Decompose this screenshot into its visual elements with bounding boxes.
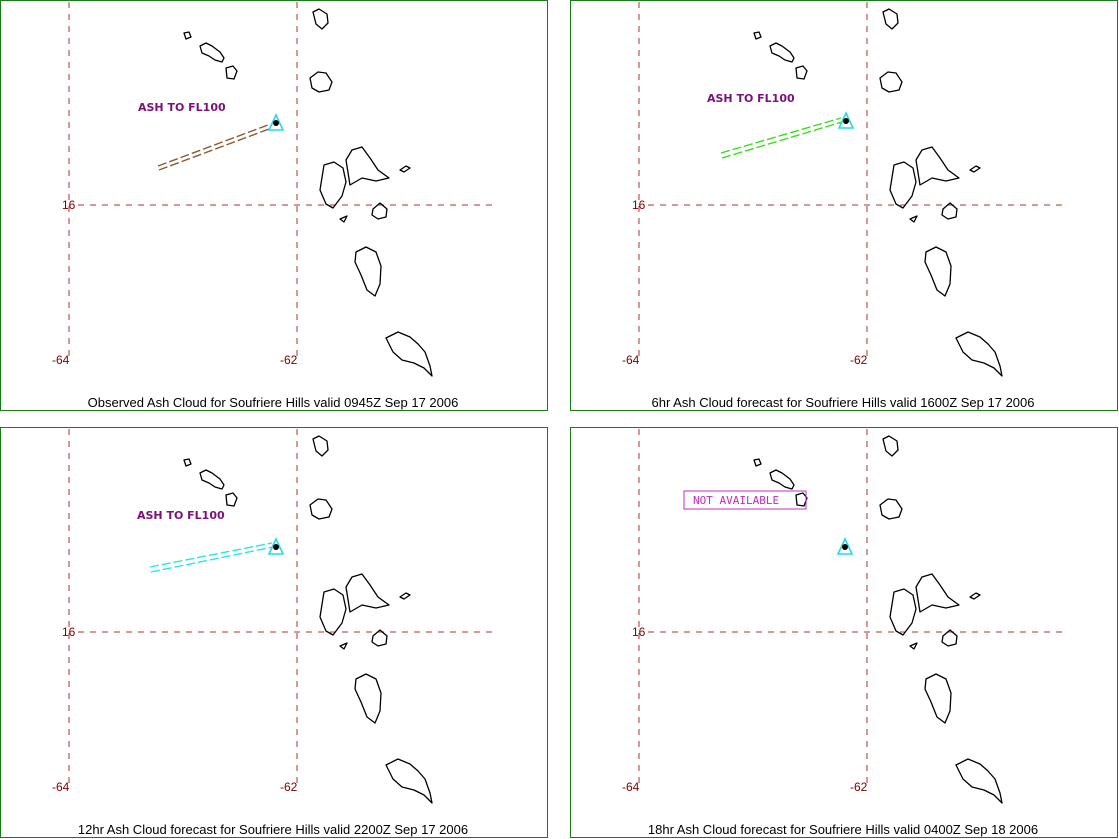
not-available-label: NOT AVAILABLE [693,494,779,507]
map-canvas: 16 -64 -62 ASH TO FL100 [52,429,498,804]
plume-line [157,124,270,171]
map-canvas: 16 -64 -62 ASH TO FL100 [52,2,498,377]
lat-label-16: 16 [632,198,646,212]
panel-frame [0,0,548,411]
plume-line [149,542,274,573]
ash-plume [149,542,274,573]
volcano-marker [837,111,855,129]
lon-label-62: -62 [850,780,868,794]
panel-frame [0,427,548,838]
ash-plume [157,124,270,171]
map-panel-18hr: 16 -64 -62 NOT AVAILABLE 18hr Ash Cloud … [570,427,1118,838]
volcano-marker [267,537,285,555]
not-available-box [683,490,807,510]
panel-frame [570,0,1118,411]
grid-lines [638,2,1068,360]
panel-caption: 18hr Ash Cloud forecast for Soufriere Hi… [647,822,1039,837]
map-canvas: 16 -64 -62 ASH TO FL100 [622,2,1068,377]
lon-label-64: -64 [622,353,640,367]
coastlines [753,8,1003,377]
plume-line [720,117,843,159]
map-panel-12hr: 16 -64 -62 ASH TO FL100 12hr Ash Cloud f… [0,427,548,838]
lon-label-62: -62 [850,353,868,367]
volcano-triangle-icon [836,537,854,555]
coastlines [183,435,433,804]
ash-level-label: ASH TO FL100 [137,509,225,522]
volcano-vent-icon [842,544,848,550]
volcano-marker [836,537,854,555]
volcano-marker [267,113,285,131]
lon-label-64: -64 [52,780,70,794]
ash-level-label: ASH TO FL100 [707,92,795,105]
lon-label-64: -64 [622,780,640,794]
panel-frame [570,427,1118,838]
panel-caption: Observed Ash Cloud for Soufriere Hills v… [87,395,459,410]
lon-label-62: -62 [280,780,298,794]
volcano-triangle-icon [837,111,855,129]
volcano-vent-icon [843,118,849,124]
map-panel-6hr: 16 -64 -62 ASH TO FL100 6hr Ash Cloud fo… [570,0,1118,411]
lat-label-16: 16 [62,198,76,212]
volcano-triangle-icon [267,537,285,555]
volcano-vent-icon [273,120,279,126]
volcano-triangle-icon [267,113,285,131]
grid-lines [68,2,498,360]
not-available-notice: NOT AVAILABLE [683,490,807,510]
ash-level-label: ASH TO FL100 [138,101,226,114]
map-canvas: 16 -64 -62 NOT AVAILABLE [622,429,1068,804]
panel-caption: 12hr Ash Cloud forecast for Soufriere Hi… [77,822,469,837]
volcano-vent-icon [273,544,279,550]
lon-label-64: -64 [52,353,70,367]
lat-label-16: 16 [632,625,646,639]
map-panel-observed: 16 -64 -62 ASH TO FL100 Observed Ash Clo… [0,0,548,411]
ash-plume [720,117,843,159]
lon-label-62: -62 [280,353,298,367]
lat-label-16: 16 [62,625,76,639]
panel-caption: 6hr Ash Cloud forecast for Soufriere Hil… [651,395,1035,410]
grid-lines [638,429,1068,787]
coastlines [183,8,433,377]
grid-lines [68,429,498,787]
